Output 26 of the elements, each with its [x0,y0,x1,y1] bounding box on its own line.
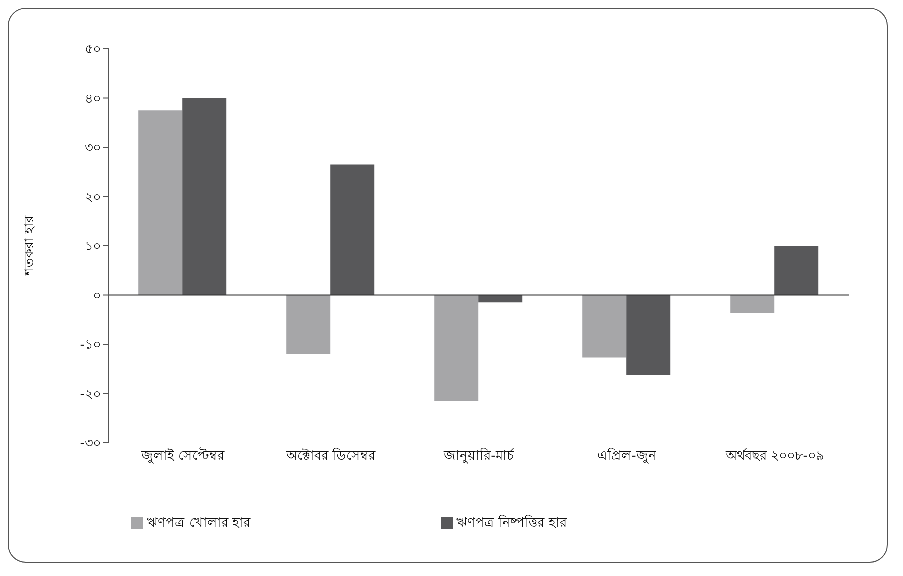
legend-label: ঋণপত্র খোলার হার [147,516,250,531]
bar [330,164,375,296]
bar [730,295,775,314]
y-tick-label: ২০ [85,190,101,206]
y-tick-label: ৪০ [85,92,101,107]
y-tick-label: -২০ [80,387,101,402]
bar [582,295,627,358]
bar [774,246,819,296]
x-tick-label: অক্টোবর ডিসেম্বর [285,448,377,464]
legend-label: ঋণপত্র নিষ্পত্তির হার [456,516,567,531]
bar [286,295,331,354]
bar [138,110,183,296]
y-tick-label: ০ [93,288,101,304]
y-tick-label: ১০ [85,240,101,255]
bar [626,295,671,376]
x-tick-label: এপ্রিল-জুন [598,448,656,464]
y-tick-label: ৩০ [85,141,101,156]
bar [182,98,227,296]
y-tick-label: -১০ [80,338,101,354]
y-tick-label: -৩০ [80,436,101,452]
x-tick-label: জুলাই সেপ্টেম্বর [140,448,226,464]
x-tick-label: অর্থবছর ২০০৮-০৯ [725,448,824,464]
bar [434,295,479,402]
x-tick-label: জানুয়ারি-মার্চ [443,448,515,464]
y-tick-label: ৫০ [85,42,101,58]
y-axis-title: শতকরা হার [22,214,38,278]
